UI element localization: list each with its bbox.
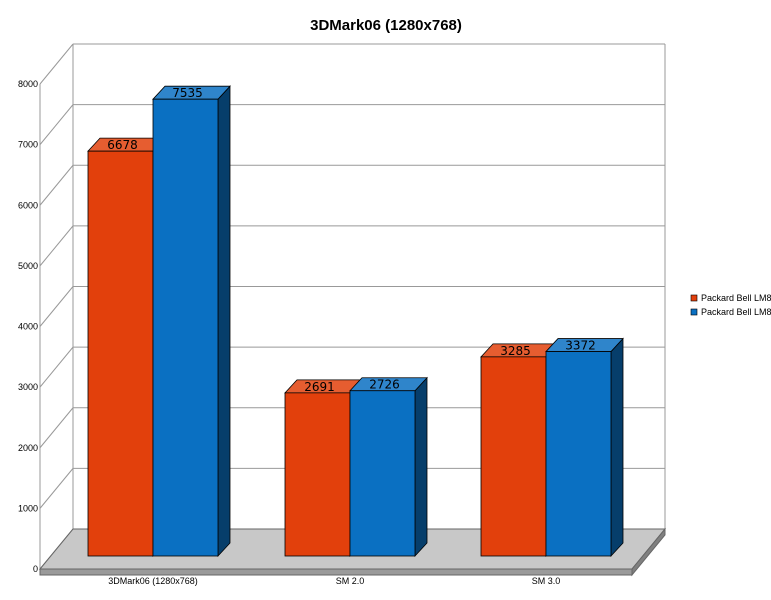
bar (545, 337, 624, 558)
labels-layer: 0 1000 2000 3000 4000 5000 6000 7000 8000 6678 753… (18, 79, 596, 586)
bar-front (284, 392, 351, 557)
bar-side (414, 376, 428, 558)
bar-front (349, 390, 416, 557)
bar-front (152, 98, 219, 557)
x-category-label: 3DMark06 (1280x768) (108, 576, 198, 586)
bar-front (480, 356, 547, 557)
bar (349, 376, 428, 558)
data-label: 3372 (565, 339, 596, 353)
y-tick-label: 5000 (18, 261, 38, 271)
data-label: 3285 (500, 344, 531, 358)
gridline-side (39, 104, 74, 145)
data-label: 7535 (172, 86, 203, 100)
bars-layer (87, 85, 624, 558)
data-label: 2726 (369, 378, 400, 392)
bar-front (87, 150, 154, 557)
floor-front (39, 568, 633, 576)
gridline-side (39, 468, 74, 509)
gridline-side (39, 407, 74, 449)
legend-swatch (690, 308, 698, 316)
gridline-side (39, 43, 74, 85)
chart-title: 3DMark06 (1280x768) (310, 17, 462, 34)
bar-side (610, 337, 624, 558)
y-tick-label: 8000 (18, 79, 38, 89)
legend-label: Packard Bell LM85 (701, 307, 771, 317)
floor-side (631, 527, 666, 577)
data-label: 2691 (304, 380, 335, 394)
gridline-side (39, 225, 74, 267)
bar-side (217, 85, 231, 558)
legend: Packard Bell LM81 Packard Bell LM85 (690, 293, 771, 317)
data-label: 6678 (107, 138, 138, 152)
y-tick-label: 7000 (18, 140, 38, 150)
bar (152, 85, 231, 558)
gridline-side (39, 286, 74, 327)
gridline-side (39, 164, 74, 206)
legend-label: Packard Bell LM81 (701, 293, 771, 303)
x-category-label: SM 3.0 (532, 576, 561, 586)
y-tick-label: 3000 (18, 382, 38, 392)
x-category-label: SM 2.0 (336, 576, 365, 586)
y-tick-label: 1000 (18, 503, 38, 513)
bar-front (545, 351, 612, 557)
legend-swatch (690, 294, 698, 302)
y-tick-label: 2000 (18, 443, 38, 453)
y-tick-label: 6000 (18, 200, 38, 210)
y-tick-label: 4000 (18, 322, 38, 332)
y-tick-label: 0 (33, 564, 38, 574)
gridline-side (39, 346, 74, 388)
